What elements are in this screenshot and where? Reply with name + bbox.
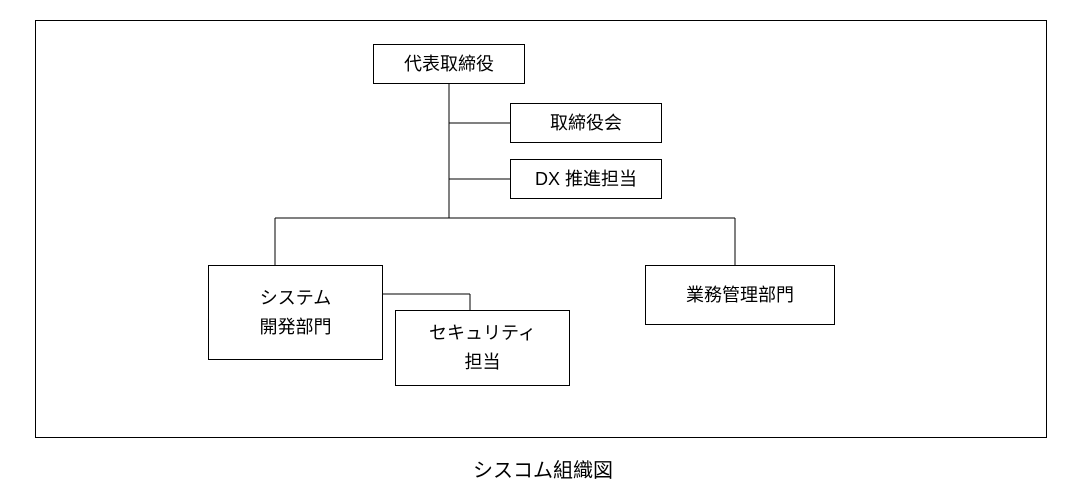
node-board: 取締役会 (510, 103, 662, 143)
node-dx: DX 推進担当 (510, 159, 662, 199)
node-sysdev: システム開発部門 (208, 265, 383, 360)
node-label-line: 担当 (465, 348, 501, 377)
node-label-line: セキュリティ (429, 319, 536, 348)
node-ceo: 代表取締役 (373, 44, 525, 84)
node-ops: 業務管理部門 (645, 265, 835, 325)
node-label-line: 開発部門 (260, 313, 332, 342)
diagram-caption: シスコム組織図 (0, 454, 1086, 483)
node-label-line: DX 推進担当 (535, 165, 637, 194)
diagram-container: 代表取締役 取締役会 DX 推進担当 システム開発部門 セキュリティ担当 業務管… (0, 0, 1086, 504)
node-label-line: システム (260, 284, 331, 313)
node-label-line: 代表取締役 (404, 50, 494, 79)
node-security: セキュリティ担当 (395, 310, 570, 386)
node-label-line: 業務管理部門 (686, 281, 794, 310)
node-label-line: 取締役会 (550, 109, 622, 138)
